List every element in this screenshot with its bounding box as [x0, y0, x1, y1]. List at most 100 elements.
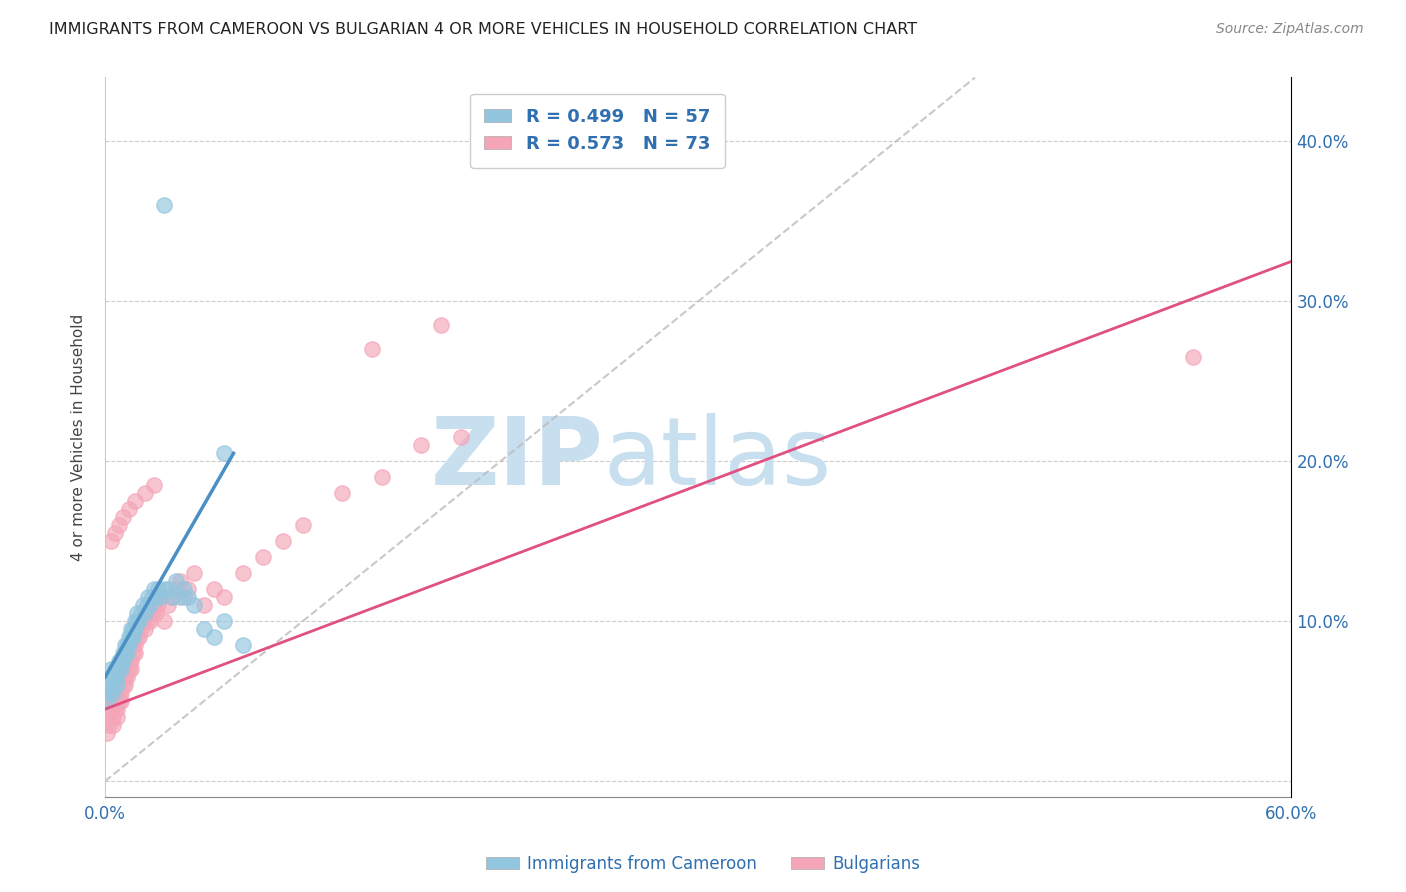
Point: [169, 591, 191, 605]
Point: [124, 614, 146, 628]
Point: [165, 582, 187, 597]
Text: ZIP: ZIP: [430, 413, 603, 505]
Point: [1181, 351, 1204, 365]
Point: [100, 702, 122, 716]
Point: [97, 678, 120, 692]
Point: [139, 599, 162, 613]
Point: [121, 622, 143, 636]
Point: [121, 630, 143, 644]
Point: [105, 710, 128, 724]
Point: [271, 534, 294, 549]
Point: [108, 518, 131, 533]
Point: [141, 606, 163, 620]
Point: [153, 582, 176, 597]
Point: [134, 622, 156, 636]
Point: [371, 470, 394, 484]
Point: [100, 694, 122, 708]
Point: [361, 343, 384, 357]
Point: [111, 654, 134, 668]
Point: [165, 574, 187, 589]
Point: [105, 670, 128, 684]
Point: [124, 646, 146, 660]
Point: [101, 718, 124, 732]
Point: [118, 638, 141, 652]
Point: [101, 686, 124, 700]
Point: [232, 638, 254, 652]
Point: [114, 678, 136, 692]
Point: [138, 591, 160, 605]
Point: [114, 646, 136, 660]
Point: [173, 582, 195, 597]
Point: [118, 662, 141, 676]
Point: [104, 662, 127, 676]
Point: [138, 606, 160, 620]
Point: [120, 662, 142, 676]
Point: [108, 694, 131, 708]
Point: [134, 486, 156, 500]
Point: [193, 622, 215, 636]
Point: [121, 646, 143, 660]
Point: [149, 591, 172, 605]
Point: [104, 702, 127, 716]
Point: [169, 574, 191, 589]
Point: [143, 478, 166, 492]
Point: [128, 614, 150, 628]
Point: [212, 614, 235, 628]
Point: [143, 582, 166, 597]
Point: [124, 622, 146, 636]
Point: [202, 582, 225, 597]
Point: [134, 606, 156, 620]
Point: [139, 614, 162, 628]
Y-axis label: 4 or more Vehicles in Household: 4 or more Vehicles in Household: [72, 314, 86, 561]
Point: [115, 662, 138, 676]
Text: Source: ZipAtlas.com: Source: ZipAtlas.com: [1216, 22, 1364, 37]
Point: [105, 678, 128, 692]
Point: [125, 614, 148, 628]
Point: [108, 686, 131, 700]
Point: [108, 662, 131, 676]
Legend: R = 0.499   N = 57, R = 0.573   N = 73: R = 0.499 N = 57, R = 0.573 N = 73: [470, 94, 724, 168]
Point: [160, 591, 183, 605]
Point: [124, 494, 146, 508]
Point: [120, 630, 142, 644]
Point: [202, 630, 225, 644]
Point: [104, 526, 127, 541]
Point: [212, 591, 235, 605]
Point: [120, 622, 142, 636]
Point: [177, 591, 200, 605]
Point: [141, 591, 163, 605]
Point: [101, 678, 124, 692]
Point: [148, 582, 170, 597]
Point: [148, 599, 170, 613]
Point: [111, 646, 134, 660]
Point: [135, 614, 157, 628]
Point: [104, 670, 127, 684]
Point: [124, 638, 146, 652]
Point: [157, 599, 180, 613]
Point: [100, 534, 122, 549]
Point: [115, 638, 138, 652]
Point: [118, 654, 141, 668]
Point: [121, 638, 143, 652]
Point: [120, 654, 142, 668]
Text: atlas: atlas: [603, 413, 831, 505]
Point: [291, 518, 314, 533]
Point: [110, 686, 132, 700]
Point: [232, 566, 254, 581]
Point: [125, 606, 148, 620]
Point: [153, 198, 176, 212]
Point: [173, 591, 195, 605]
Point: [193, 599, 215, 613]
Point: [153, 614, 176, 628]
Point: [111, 678, 134, 692]
Point: [128, 630, 150, 644]
Point: [135, 599, 157, 613]
Point: [108, 654, 131, 668]
Point: [145, 606, 167, 620]
Point: [411, 438, 433, 452]
Point: [105, 702, 128, 716]
Point: [104, 694, 127, 708]
Point: [111, 670, 134, 684]
Point: [100, 670, 122, 684]
Point: [97, 686, 120, 700]
